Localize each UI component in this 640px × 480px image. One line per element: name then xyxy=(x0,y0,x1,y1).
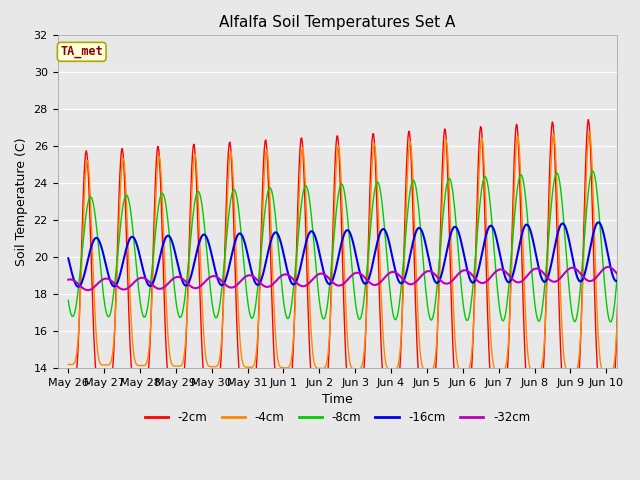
-8cm xyxy=(266,185,273,191)
-2cm xyxy=(620,115,628,120)
-16cm xyxy=(238,232,246,238)
-2cm xyxy=(266,217,273,223)
Y-axis label: Soil Temperature (C): Soil Temperature (C) xyxy=(15,137,28,266)
-16cm xyxy=(447,229,455,235)
-4cm xyxy=(237,350,245,356)
-4cm xyxy=(287,357,295,363)
Line: -16cm: -16cm xyxy=(68,221,640,287)
-8cm xyxy=(607,319,614,325)
-32cm xyxy=(415,276,423,281)
Text: TA_met: TA_met xyxy=(60,45,103,58)
-32cm xyxy=(65,277,72,283)
-16cm xyxy=(266,240,274,246)
-4cm xyxy=(621,127,628,133)
Line: -8cm: -8cm xyxy=(68,169,640,322)
-16cm xyxy=(630,218,637,224)
-16cm xyxy=(74,284,82,289)
-32cm xyxy=(638,264,640,269)
-16cm xyxy=(65,255,72,261)
-16cm xyxy=(288,281,296,287)
-32cm xyxy=(84,288,92,293)
Line: -2cm: -2cm xyxy=(68,118,640,404)
-8cm xyxy=(447,178,454,183)
-8cm xyxy=(237,230,245,236)
-4cm xyxy=(415,323,422,329)
X-axis label: Time: Time xyxy=(322,394,353,407)
Line: -4cm: -4cm xyxy=(68,130,640,373)
-2cm xyxy=(132,390,140,396)
Legend: -2cm, -4cm, -8cm, -16cm, -32cm: -2cm, -4cm, -8cm, -16cm, -32cm xyxy=(140,407,535,429)
Line: -32cm: -32cm xyxy=(68,266,640,290)
-32cm xyxy=(447,279,455,285)
-8cm xyxy=(638,299,640,304)
-16cm xyxy=(132,240,140,246)
-8cm xyxy=(132,256,140,262)
-16cm xyxy=(638,242,640,248)
-8cm xyxy=(65,298,72,303)
-2cm xyxy=(65,389,72,395)
-4cm xyxy=(447,224,454,230)
-4cm xyxy=(132,360,140,366)
-4cm xyxy=(638,371,640,376)
-8cm xyxy=(287,304,295,310)
-32cm xyxy=(238,277,246,283)
-2cm xyxy=(638,401,640,407)
-16cm xyxy=(415,225,423,231)
-32cm xyxy=(132,277,140,283)
-2cm xyxy=(447,274,454,279)
-4cm xyxy=(266,184,273,190)
-4cm xyxy=(65,361,72,367)
-8cm xyxy=(415,204,422,209)
-32cm xyxy=(266,283,274,289)
-2cm xyxy=(415,371,422,376)
-2cm xyxy=(237,387,245,393)
-32cm xyxy=(288,275,296,281)
Title: Alfalfa Soil Temperatures Set A: Alfalfa Soil Temperatures Set A xyxy=(219,15,456,30)
-2cm xyxy=(287,378,295,384)
-8cm xyxy=(625,166,632,172)
